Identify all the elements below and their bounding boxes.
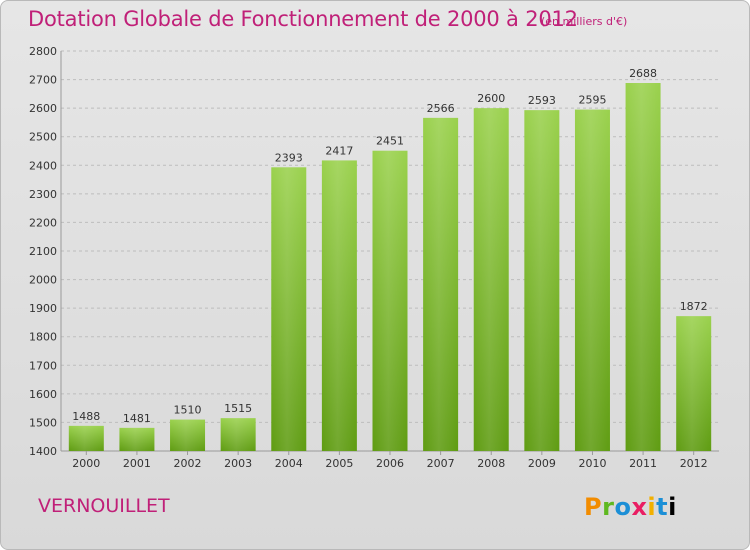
y-tick-label: 1800 bbox=[29, 331, 57, 344]
bar-shine bbox=[524, 110, 560, 452]
x-tick-label: 2011 bbox=[629, 457, 657, 470]
logo-letter: P bbox=[584, 493, 603, 521]
bar-layer bbox=[68, 83, 712, 452]
bar-shine bbox=[119, 427, 155, 451]
x-tick-label: 2004 bbox=[275, 457, 303, 470]
data-label: 1481 bbox=[123, 412, 151, 425]
y-tick-label: 1400 bbox=[29, 445, 57, 458]
bar-shine bbox=[676, 316, 712, 451]
bar-shine bbox=[68, 425, 104, 451]
bar-shine bbox=[625, 83, 661, 451]
data-label: 2566 bbox=[427, 102, 455, 115]
data-label: 2600 bbox=[477, 92, 505, 105]
data-label: 1515 bbox=[224, 402, 252, 415]
x-tick-label: 2001 bbox=[123, 457, 151, 470]
y-tick-label: 2600 bbox=[29, 102, 57, 115]
y-tick-label: 2400 bbox=[29, 159, 57, 172]
y-tick-label: 2100 bbox=[29, 245, 57, 258]
bar-shine bbox=[372, 150, 408, 451]
bar-shine bbox=[321, 160, 357, 451]
data-label: 2451 bbox=[376, 135, 404, 148]
bar-shine bbox=[423, 117, 459, 451]
logo-letter: i bbox=[647, 493, 657, 521]
chart-title: Dotation Globale de Fonctionnement de 20… bbox=[28, 7, 578, 31]
proxiti-logo: Proxiti bbox=[584, 493, 677, 521]
bar-shine bbox=[574, 109, 610, 452]
x-tick-label: 2005 bbox=[325, 457, 353, 470]
y-tick-label: 2300 bbox=[29, 188, 57, 201]
data-label: 2595 bbox=[578, 94, 606, 107]
logo-letter: i bbox=[668, 493, 677, 521]
logo-letter: x bbox=[631, 493, 648, 521]
y-tick-label: 1500 bbox=[29, 416, 57, 429]
data-label: 2688 bbox=[629, 67, 657, 80]
x-tick-label: 2012 bbox=[680, 457, 708, 470]
logo-letter: o bbox=[614, 493, 632, 521]
x-tick-label: 2008 bbox=[477, 457, 505, 470]
x-tick-label: 2003 bbox=[224, 457, 252, 470]
x-tick-label: 2000 bbox=[72, 457, 100, 470]
chart-subtitle: (en milliers d'€) bbox=[541, 15, 628, 28]
data-label: 1488 bbox=[72, 410, 100, 423]
data-label: 2593 bbox=[528, 94, 556, 107]
y-tick-label: 2000 bbox=[29, 274, 57, 287]
place-name: VERNOUILLET bbox=[38, 495, 170, 517]
data-label: 2417 bbox=[325, 144, 353, 157]
y-tick-label: 2700 bbox=[29, 74, 57, 87]
y-tick-label: 2200 bbox=[29, 216, 57, 229]
bar-shine bbox=[220, 418, 256, 451]
data-label: 1872 bbox=[680, 300, 708, 313]
y-tick-label: 2500 bbox=[29, 131, 57, 144]
y-tick-label: 1900 bbox=[29, 302, 57, 315]
x-tick-label: 2006 bbox=[376, 457, 404, 470]
x-tick-label: 2009 bbox=[528, 457, 556, 470]
y-tick-label: 1600 bbox=[29, 388, 57, 401]
label-layer: 1488 1481 1510 1515 2393 2417 2451 2566 2600 2593… bbox=[72, 67, 707, 425]
logo-letter: r bbox=[602, 493, 615, 521]
y-tick-label: 2800 bbox=[29, 45, 57, 58]
bar-shine bbox=[473, 108, 509, 452]
data-label: 2393 bbox=[275, 151, 303, 164]
x-tick-label: 2002 bbox=[174, 457, 202, 470]
bar-shine bbox=[271, 167, 307, 452]
x-tick-label: 2007 bbox=[427, 457, 455, 470]
y-tick-label: 1700 bbox=[29, 359, 57, 372]
logo-letter: t bbox=[656, 493, 669, 521]
x-tick-label: 2010 bbox=[578, 457, 606, 470]
bar-shine bbox=[170, 419, 206, 451]
data-label: 1510 bbox=[174, 404, 202, 417]
